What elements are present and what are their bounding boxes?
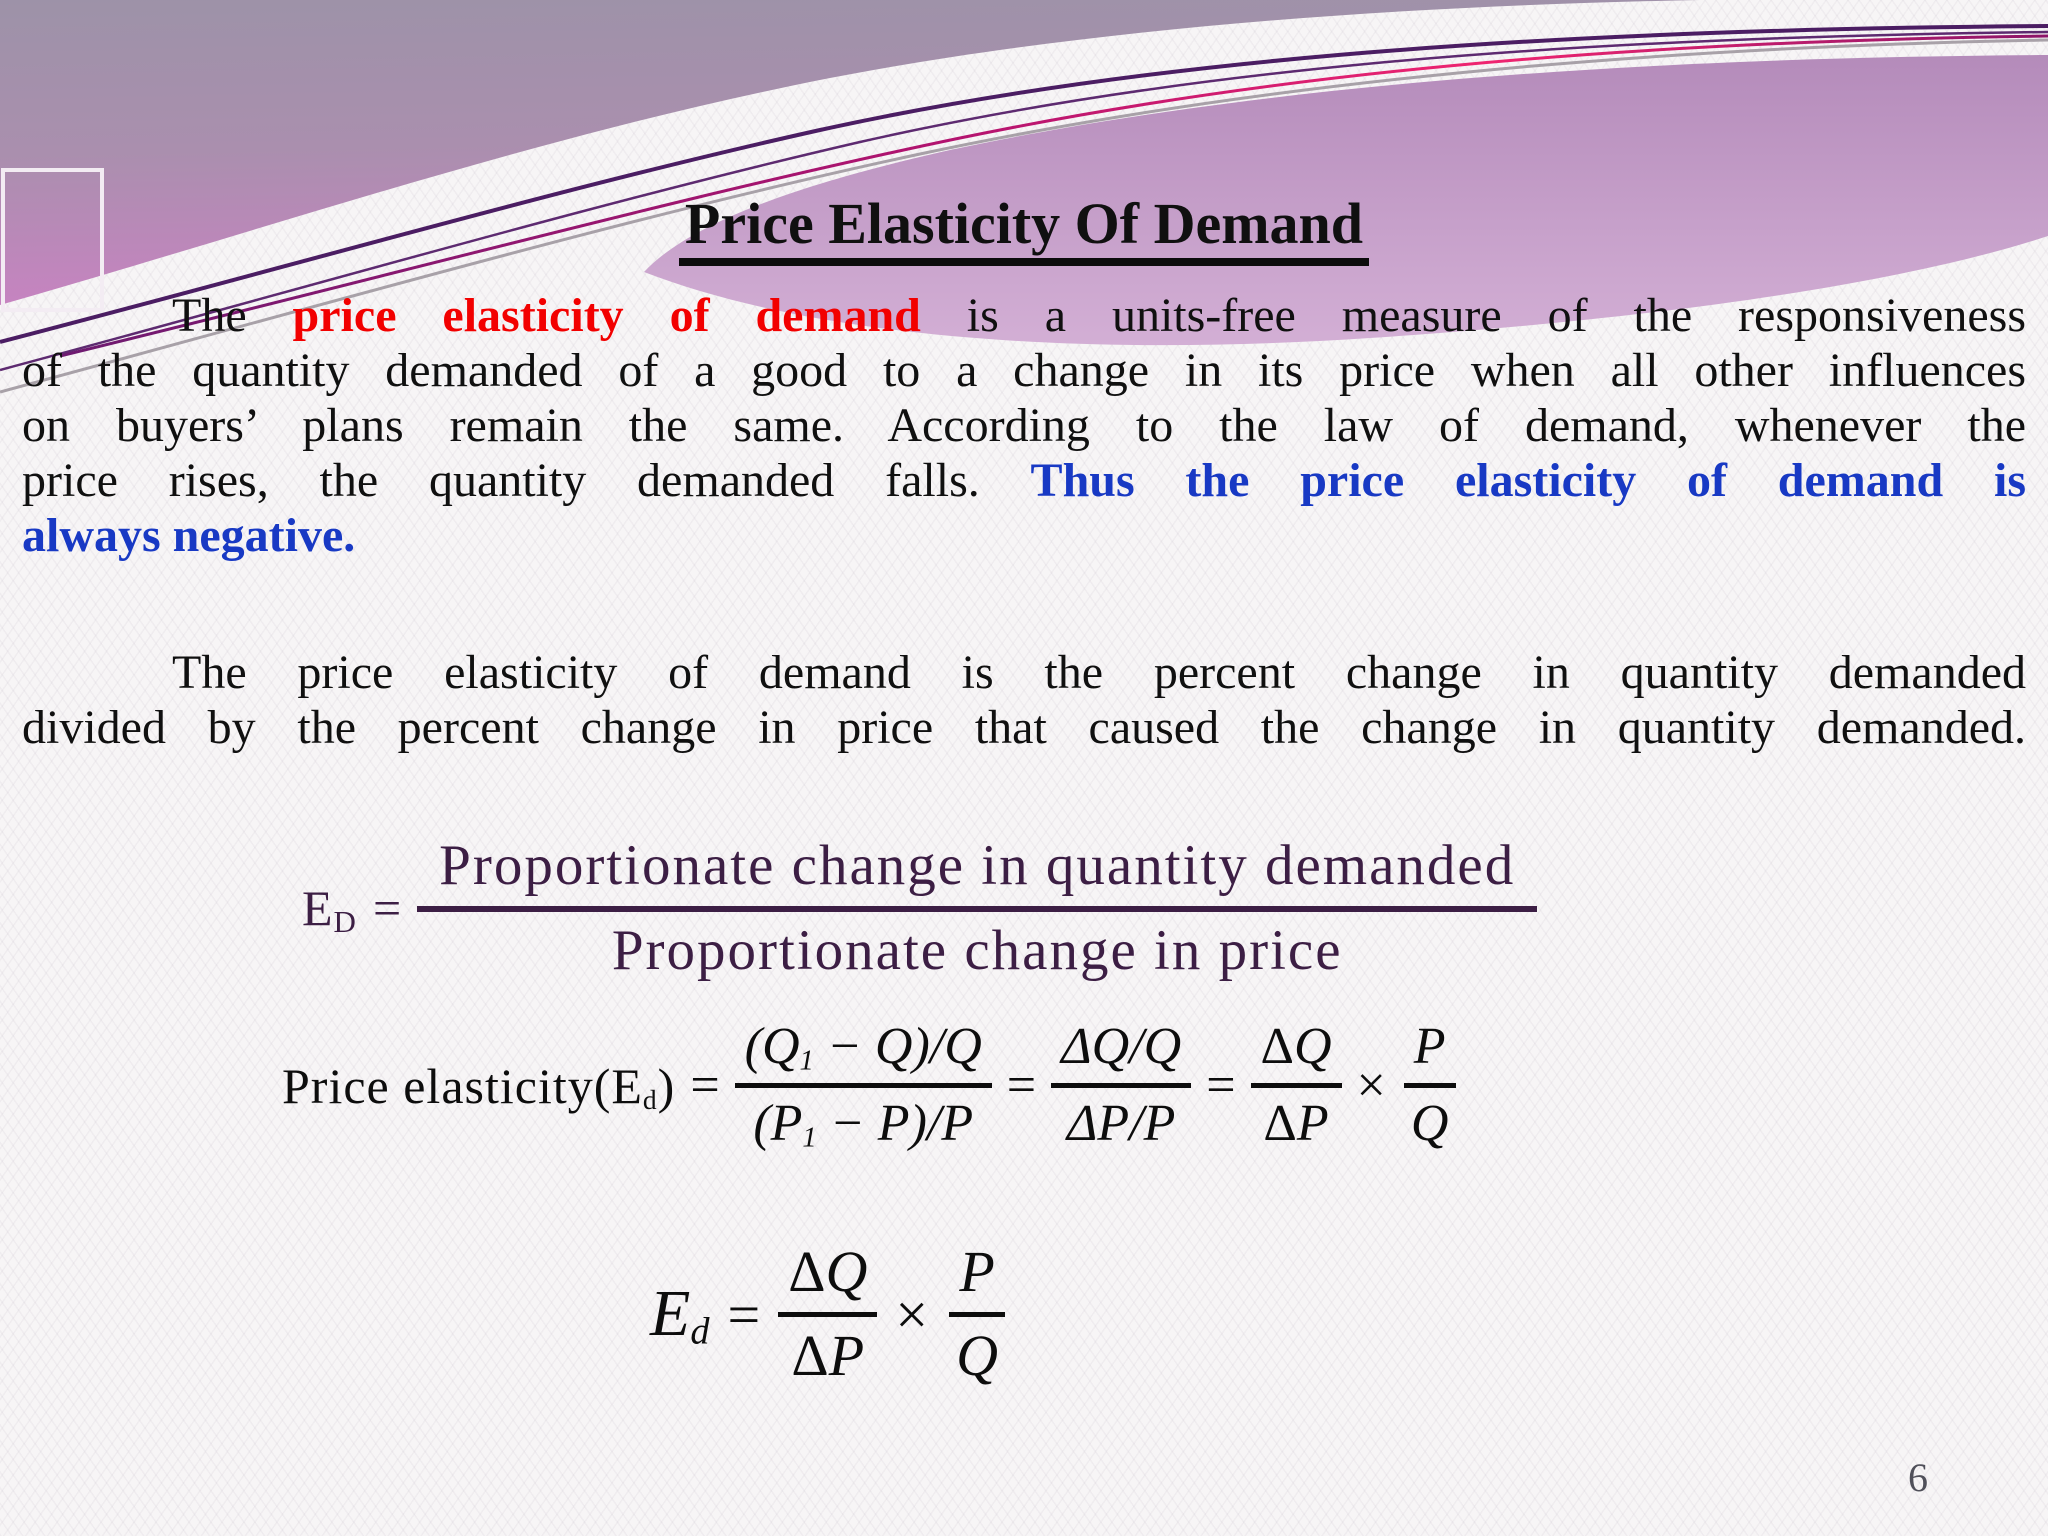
formula-expanded-fraction-1: (Q1 − Q)/Q (P1 − P)/P bbox=[734, 1018, 992, 1153]
formula-ed-fraction: Proportionate change in quantity demande… bbox=[417, 834, 1538, 983]
wave-main-mass bbox=[0, 0, 1700, 305]
fraction-2-numerator: ΔQ/Q bbox=[1051, 1018, 1192, 1089]
definition-paragraph: The price elasticity of demand is the pe… bbox=[22, 645, 2026, 755]
compact-fraction-1-den-delta: Δ bbox=[791, 1322, 829, 1388]
accent-line-dark-purple bbox=[0, 24, 2048, 344]
fraction-1-num-rest: − Q)/Q bbox=[813, 1018, 982, 1075]
formula-expanded-fraction-2: ΔQ/Q ΔP/P bbox=[1051, 1018, 1192, 1153]
formula-ed-symbol: ED bbox=[302, 879, 357, 937]
formula-ed-symbol-sub: D bbox=[333, 904, 357, 940]
fraction-4-numerator: P bbox=[1403, 1018, 1456, 1089]
formula-expanded-equals-1: = bbox=[690, 1057, 720, 1115]
fraction-2-denominator: ΔP/P bbox=[1066, 1095, 1176, 1153]
formula-expanded-label-sub: d bbox=[642, 1083, 658, 1115]
fraction-1-num-sub: 1 bbox=[799, 1045, 814, 1077]
formula-expanded-fraction-4: P Q bbox=[1401, 1018, 1459, 1153]
intro-lead: The bbox=[172, 289, 293, 342]
intro-line-5: always negative. bbox=[22, 508, 2026, 563]
compact-fraction-1-num-delta: Δ bbox=[788, 1239, 826, 1304]
definition-line-2: divided by the percent change in price t… bbox=[22, 700, 2026, 755]
fraction-3-num-delta: Δ bbox=[1260, 1018, 1294, 1075]
definition-line-2-text: divided by the percent change in price t… bbox=[22, 701, 2026, 754]
intro-emphasis-start: Thus the price elasticity of demand is bbox=[1030, 454, 2026, 507]
slide-title: Price Elasticity Of Demand bbox=[678, 192, 1370, 266]
fraction-3-denominator: ΔP bbox=[1253, 1088, 1338, 1153]
compact-fraction-1-num-var: Q bbox=[825, 1239, 868, 1304]
compact-elasticity-formula: Ed = ΔQ ΔP × P Q bbox=[650, 1239, 1008, 1389]
formula-ed-symbol-base: E bbox=[302, 880, 334, 937]
term-price-elasticity: price elasticity of demand bbox=[292, 289, 921, 342]
fraction-3-den-var: P bbox=[1296, 1095, 1329, 1153]
formula-expanded-equals-2: = bbox=[1006, 1057, 1037, 1115]
formula-expanded-fraction-3: ΔQ ΔP bbox=[1250, 1018, 1342, 1153]
formula-ed-equals: = bbox=[372, 880, 402, 937]
expanded-elasticity-formula: Price elasticity(Ed) = (Q1 − Q)/Q (P1 − … bbox=[282, 1018, 1458, 1153]
intro-line-4: price rises, the quantity demanded falls… bbox=[22, 453, 2026, 508]
fraction-1-num-open: (Q bbox=[744, 1018, 800, 1075]
formula-compact-symbol: Ed bbox=[650, 1276, 709, 1352]
fraction-3-numerator: ΔQ bbox=[1250, 1018, 1342, 1089]
compact-fraction-1-den-var: P bbox=[828, 1322, 865, 1388]
compact-fraction-1-denominator: ΔP bbox=[781, 1317, 874, 1389]
compact-fraction-2-denominator: Q bbox=[956, 1322, 998, 1388]
formula-expanded-times: × bbox=[1356, 1057, 1386, 1115]
compact-fraction-2-numerator: P bbox=[949, 1239, 1005, 1317]
formula-ed-denominator: Proportionate change in price bbox=[611, 918, 1343, 982]
accent-line-magenta bbox=[59, 34, 2048, 358]
fraction-1-den-sub: 1 bbox=[802, 1122, 817, 1154]
formula-compact-fraction-2: P Q bbox=[946, 1239, 1008, 1389]
compact-fraction-1-numerator: ΔQ bbox=[778, 1239, 878, 1317]
intro-line-1-rest: is a units-free measure of the responsiv… bbox=[920, 289, 2027, 342]
formula-expanded-label-text: Price elasticity(E bbox=[282, 1057, 643, 1114]
formula-ed-numerator: Proportionate change in quantity demande… bbox=[417, 834, 1538, 912]
formula-compact-fraction-1: ΔQ ΔP bbox=[778, 1239, 878, 1389]
fraction-3-den-delta: Δ bbox=[1263, 1095, 1297, 1153]
intro-line-2-text: of the quantity demanded of a good to a … bbox=[22, 344, 2026, 397]
fraction-1-den-open: (P bbox=[753, 1095, 803, 1153]
fraction-3-num-var: Q bbox=[1293, 1018, 1332, 1075]
formula-expanded-label-close: ) bbox=[657, 1057, 676, 1114]
title-row: Price Elasticity Of Demand bbox=[0, 192, 2048, 266]
decorative-wave-banner bbox=[0, 0, 2048, 394]
intro-line-3: on buyers’ plans remain the same. Accord… bbox=[22, 398, 2026, 453]
intro-line-1: The price elasticity of demand is a unit… bbox=[22, 288, 2026, 343]
elasticity-ratio-formula: ED = Proportionate change in quantity de… bbox=[302, 834, 1538, 983]
intro-emphasis-end: always negative. bbox=[22, 509, 356, 562]
fraction-4-denominator: Q bbox=[1410, 1095, 1449, 1153]
accent-line-dark-purple-thin bbox=[0, 30, 2048, 372]
corner-outline-rectangle bbox=[1, 168, 104, 312]
fraction-1-den-rest: − P)/P bbox=[816, 1095, 974, 1153]
intro-paragraph: The price elasticity of demand is a unit… bbox=[22, 288, 2026, 563]
formula-expanded-equals-3: = bbox=[1206, 1057, 1236, 1115]
wave-light-band bbox=[644, 55, 2048, 346]
page-number: 6 bbox=[1908, 1455, 1928, 1500]
formula-compact-symbol-base: E bbox=[650, 1277, 691, 1351]
definition-line-1-text: The price elasticity of demand is the pe… bbox=[172, 646, 2026, 699]
accent-line-gray bbox=[0, 38, 2048, 394]
formula-compact-equals: = bbox=[727, 1281, 761, 1347]
intro-line-4-text: price rises, the quantity demanded falls… bbox=[22, 454, 1031, 507]
definition-line-1: The price elasticity of demand is the pe… bbox=[22, 645, 2026, 700]
formula-compact-symbol-sub: d bbox=[690, 1310, 710, 1353]
fraction-1-denominator: (P1 − P)/P bbox=[743, 1088, 983, 1153]
formula-expanded-label: Price elasticity(Ed) bbox=[282, 1057, 675, 1115]
intro-line-2: of the quantity demanded of a good to a … bbox=[22, 343, 2026, 398]
formula-compact-times: × bbox=[895, 1281, 929, 1347]
intro-line-3-text: on buyers’ plans remain the same. Accord… bbox=[22, 399, 2026, 452]
fraction-1-numerator: (Q1 − Q)/Q bbox=[734, 1018, 992, 1089]
